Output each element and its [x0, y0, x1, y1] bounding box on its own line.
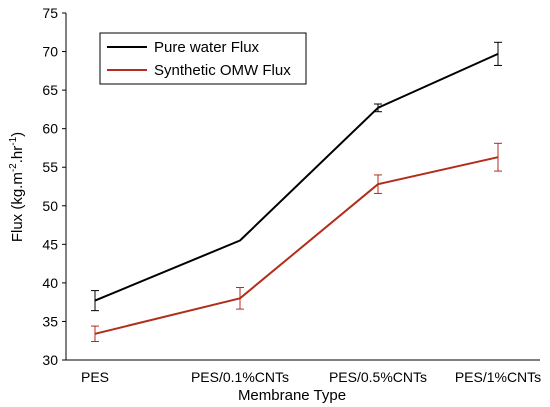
- legend: Pure water Flux Synthetic OMW Flux: [99, 32, 307, 85]
- y-axis-title-base: Flux (kg.m: [9, 172, 26, 242]
- legend-label-synthetic-omw: Synthetic OMW Flux: [154, 62, 291, 79]
- series-pure-water-flux: [91, 41, 502, 312]
- axes: [65, 13, 540, 361]
- y-tick-label: 65: [42, 82, 58, 98]
- error-bar: [91, 325, 99, 342]
- series-line: [94, 52, 499, 302]
- series-synthetic-omw-flux: [91, 142, 502, 342]
- y-tick-label: 60: [42, 121, 58, 137]
- error-bar: [494, 41, 502, 66]
- y-axis-title-exp2: -1: [8, 136, 19, 145]
- y-tick-label: 45: [42, 236, 58, 252]
- y-tick-label: 50: [42, 198, 58, 214]
- error-bar: [374, 174, 382, 194]
- legend-box: [99, 32, 307, 85]
- y-tick-label: 75: [42, 5, 58, 21]
- error-bar: [374, 103, 382, 113]
- y-tick-label: 40: [42, 275, 58, 291]
- x-tick-label: PES/1%CNTs: [455, 369, 541, 385]
- y-axis-title-exp1: -2: [8, 163, 19, 172]
- error-bar: [236, 287, 244, 310]
- x-axis-title: Membrane Type: [238, 387, 346, 404]
- x-tick-label: PES/0.1%CNTs: [191, 369, 289, 385]
- series-line: [94, 156, 499, 335]
- series-layer: [91, 41, 502, 342]
- y-tick-label: 55: [42, 159, 58, 175]
- error-bar: [494, 142, 502, 172]
- x-tick-label: PES: [81, 369, 109, 385]
- legend-label-pure-water: Pure water Flux: [154, 39, 260, 56]
- x-tick-label: PES/0.5%CNTs: [329, 369, 427, 385]
- y-tick-label: 35: [42, 313, 58, 329]
- y-axis-title-mid: .hr: [9, 146, 26, 164]
- y-tick-label: 30: [42, 352, 58, 368]
- error-bar: [91, 290, 99, 312]
- y-axis-title-end: ): [9, 132, 26, 137]
- y-tick-labels: 30 35 40 45 50 55 60 65 70 75: [42, 5, 66, 368]
- y-tick-label: 70: [42, 44, 58, 60]
- y-axis-title: Flux (kg.m-2.hr-1): [8, 132, 26, 242]
- x-tick-labels: PES PES/0.1%CNTs PES/0.5%CNTs PES/1%CNTs: [81, 369, 541, 385]
